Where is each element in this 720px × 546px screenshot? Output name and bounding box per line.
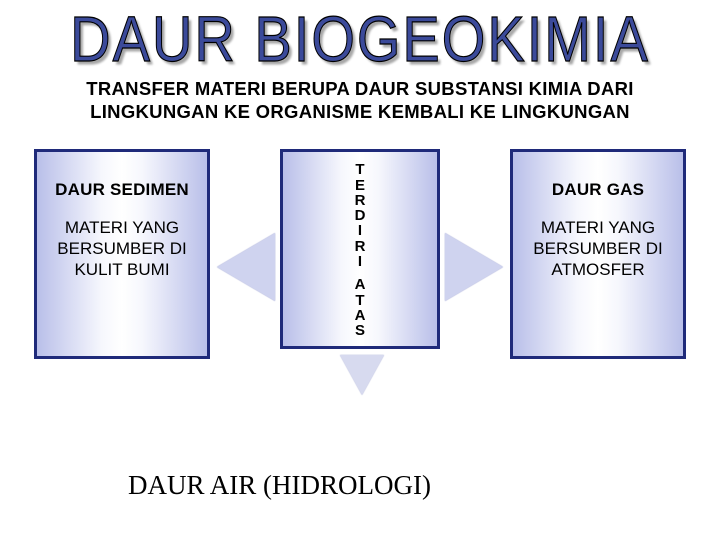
box-sedimen-body: MATERI YANG BERSUMBER DI KULIT BUMI xyxy=(45,218,199,280)
diagram-area: DAUR SEDIMEN MATERI YANG BERSUMBER DI KU… xyxy=(0,145,720,405)
box-sedimen: DAUR SEDIMEN MATERI YANG BERSUMBER DI KU… xyxy=(34,149,210,359)
letter: D xyxy=(291,208,429,223)
letter: I xyxy=(291,254,429,269)
arrow-left-icon xyxy=(217,233,275,301)
bottom-label: DAUR AIR (HIDROLOGI) xyxy=(128,470,431,501)
letter: S xyxy=(291,323,429,338)
page-title: DAUR BIOGEOKIMIA xyxy=(0,1,720,76)
letter: A xyxy=(291,277,429,292)
box-gas-title: DAUR GAS xyxy=(521,180,675,200)
arrow-down-icon xyxy=(340,355,384,395)
letter: I xyxy=(291,223,429,238)
box-gas-body: MATERI YANG BERSUMBER DI ATMOSFER xyxy=(521,218,675,280)
box-gas: DAUR GAS MATERI YANG BERSUMBER DI ATMOSF… xyxy=(510,149,686,359)
box-sedimen-title: DAUR SEDIMEN xyxy=(45,180,199,200)
subtitle-line-2: LINGKUNGAN KE ORGANISME KEMBALI KE LINGK… xyxy=(0,100,720,123)
subtitle-line-1: TRANSFER MATERI BERUPA DAUR SUBSTANSI KI… xyxy=(0,77,720,100)
letter: R xyxy=(291,239,429,254)
text-line: BERSUMBER DI xyxy=(521,239,675,260)
letter: T xyxy=(291,162,429,177)
subtitle: TRANSFER MATERI BERUPA DAUR SUBSTANSI KI… xyxy=(0,77,720,123)
text-line: MATERI YANG xyxy=(521,218,675,239)
letter: R xyxy=(291,193,429,208)
arrow-right-icon xyxy=(445,233,503,301)
vertical-word-terdiri: T E R D I R I A T A S xyxy=(291,162,429,338)
text-line: BERSUMBER DI xyxy=(45,239,199,260)
text-line: MATERI YANG xyxy=(45,218,199,239)
letter: T xyxy=(291,293,429,308)
text-line: KULIT BUMI xyxy=(45,260,199,281)
text-line: ATMOSFER xyxy=(521,260,675,281)
box-terdiri-atas: T E R D I R I A T A S xyxy=(280,149,440,349)
letter: A xyxy=(291,308,429,323)
letter: E xyxy=(291,178,429,193)
